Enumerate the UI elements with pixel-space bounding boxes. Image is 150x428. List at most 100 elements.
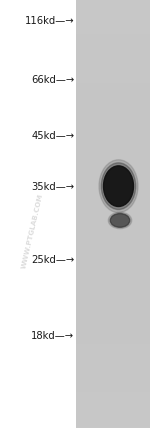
Bar — [76, 58, 150, 60]
Bar — [76, 422, 150, 424]
Text: 116kd—→: 116kd—→ — [25, 15, 74, 26]
Bar — [76, 321, 150, 322]
Bar — [76, 34, 150, 36]
Bar — [76, 205, 150, 207]
Bar — [76, 221, 150, 223]
Bar — [76, 85, 150, 87]
Bar — [76, 393, 150, 395]
Bar — [76, 192, 150, 194]
Bar — [76, 279, 150, 281]
Bar — [76, 330, 150, 333]
Bar — [76, 335, 150, 337]
Bar — [76, 223, 150, 226]
Bar — [76, 319, 150, 321]
Bar — [76, 47, 150, 48]
Bar — [76, 325, 150, 327]
Bar — [76, 232, 150, 234]
Bar — [76, 140, 150, 141]
Bar — [76, 365, 150, 367]
Bar — [76, 193, 150, 196]
Bar — [76, 265, 150, 267]
Bar — [76, 144, 150, 146]
Bar — [76, 218, 150, 220]
Bar — [76, 8, 150, 10]
Bar — [76, 363, 150, 365]
Bar — [76, 282, 150, 284]
Bar — [76, 228, 150, 230]
Bar — [76, 348, 150, 350]
Bar — [76, 72, 150, 74]
Bar — [76, 175, 150, 177]
Bar — [76, 300, 150, 303]
Bar — [76, 88, 150, 90]
Bar — [76, 238, 150, 240]
Bar — [76, 403, 150, 405]
Bar — [76, 111, 150, 113]
Bar — [76, 311, 150, 312]
Text: 66kd—→: 66kd—→ — [31, 75, 74, 86]
Bar — [76, 247, 150, 248]
Bar — [76, 81, 150, 83]
Bar — [76, 217, 150, 218]
Ellipse shape — [99, 160, 138, 213]
Bar — [76, 244, 150, 245]
Bar — [76, 386, 150, 388]
Bar — [76, 95, 150, 97]
Bar — [76, 108, 150, 110]
Bar — [76, 425, 150, 427]
Bar — [76, 171, 150, 172]
Bar — [76, 303, 150, 305]
Bar — [76, 235, 150, 237]
Bar — [76, 30, 150, 31]
Bar — [76, 206, 150, 208]
Bar — [76, 362, 150, 364]
Bar — [76, 189, 150, 191]
Bar — [76, 338, 150, 339]
Bar — [76, 375, 150, 377]
Bar — [76, 185, 150, 187]
Bar — [76, 61, 150, 63]
Bar — [76, 339, 150, 341]
Bar — [76, 18, 150, 20]
Bar — [76, 390, 150, 392]
Bar — [76, 412, 150, 414]
Bar — [76, 359, 150, 361]
Bar — [76, 385, 150, 386]
Bar — [76, 302, 150, 304]
Bar — [76, 396, 150, 398]
Bar — [76, 44, 150, 46]
Bar — [76, 149, 150, 151]
Bar — [76, 283, 150, 285]
Bar — [76, 305, 150, 307]
Bar — [76, 291, 150, 292]
Bar — [76, 298, 150, 300]
Bar — [76, 184, 150, 185]
Bar — [76, 248, 150, 250]
Bar — [76, 129, 150, 131]
Bar — [76, 306, 150, 308]
Bar — [76, 215, 150, 217]
Bar — [76, 276, 150, 278]
Bar — [76, 69, 150, 71]
Bar — [76, 269, 150, 271]
Bar — [76, 172, 150, 174]
Bar — [76, 68, 150, 70]
Bar — [76, 255, 150, 257]
Bar — [76, 295, 150, 297]
Bar — [76, 25, 150, 27]
Bar — [76, 211, 150, 213]
Bar — [76, 399, 150, 401]
Text: 35kd—→: 35kd—→ — [31, 182, 74, 193]
Text: 18kd—→: 18kd—→ — [31, 331, 74, 341]
Bar — [76, 152, 150, 154]
Bar — [76, 24, 150, 26]
Bar — [76, 212, 150, 214]
Bar — [76, 124, 150, 125]
Bar — [76, 312, 150, 314]
Bar — [76, 159, 150, 161]
Ellipse shape — [110, 214, 130, 227]
Bar — [76, 125, 150, 127]
Bar — [76, 45, 150, 47]
Bar — [76, 195, 150, 197]
Bar — [76, 174, 150, 175]
